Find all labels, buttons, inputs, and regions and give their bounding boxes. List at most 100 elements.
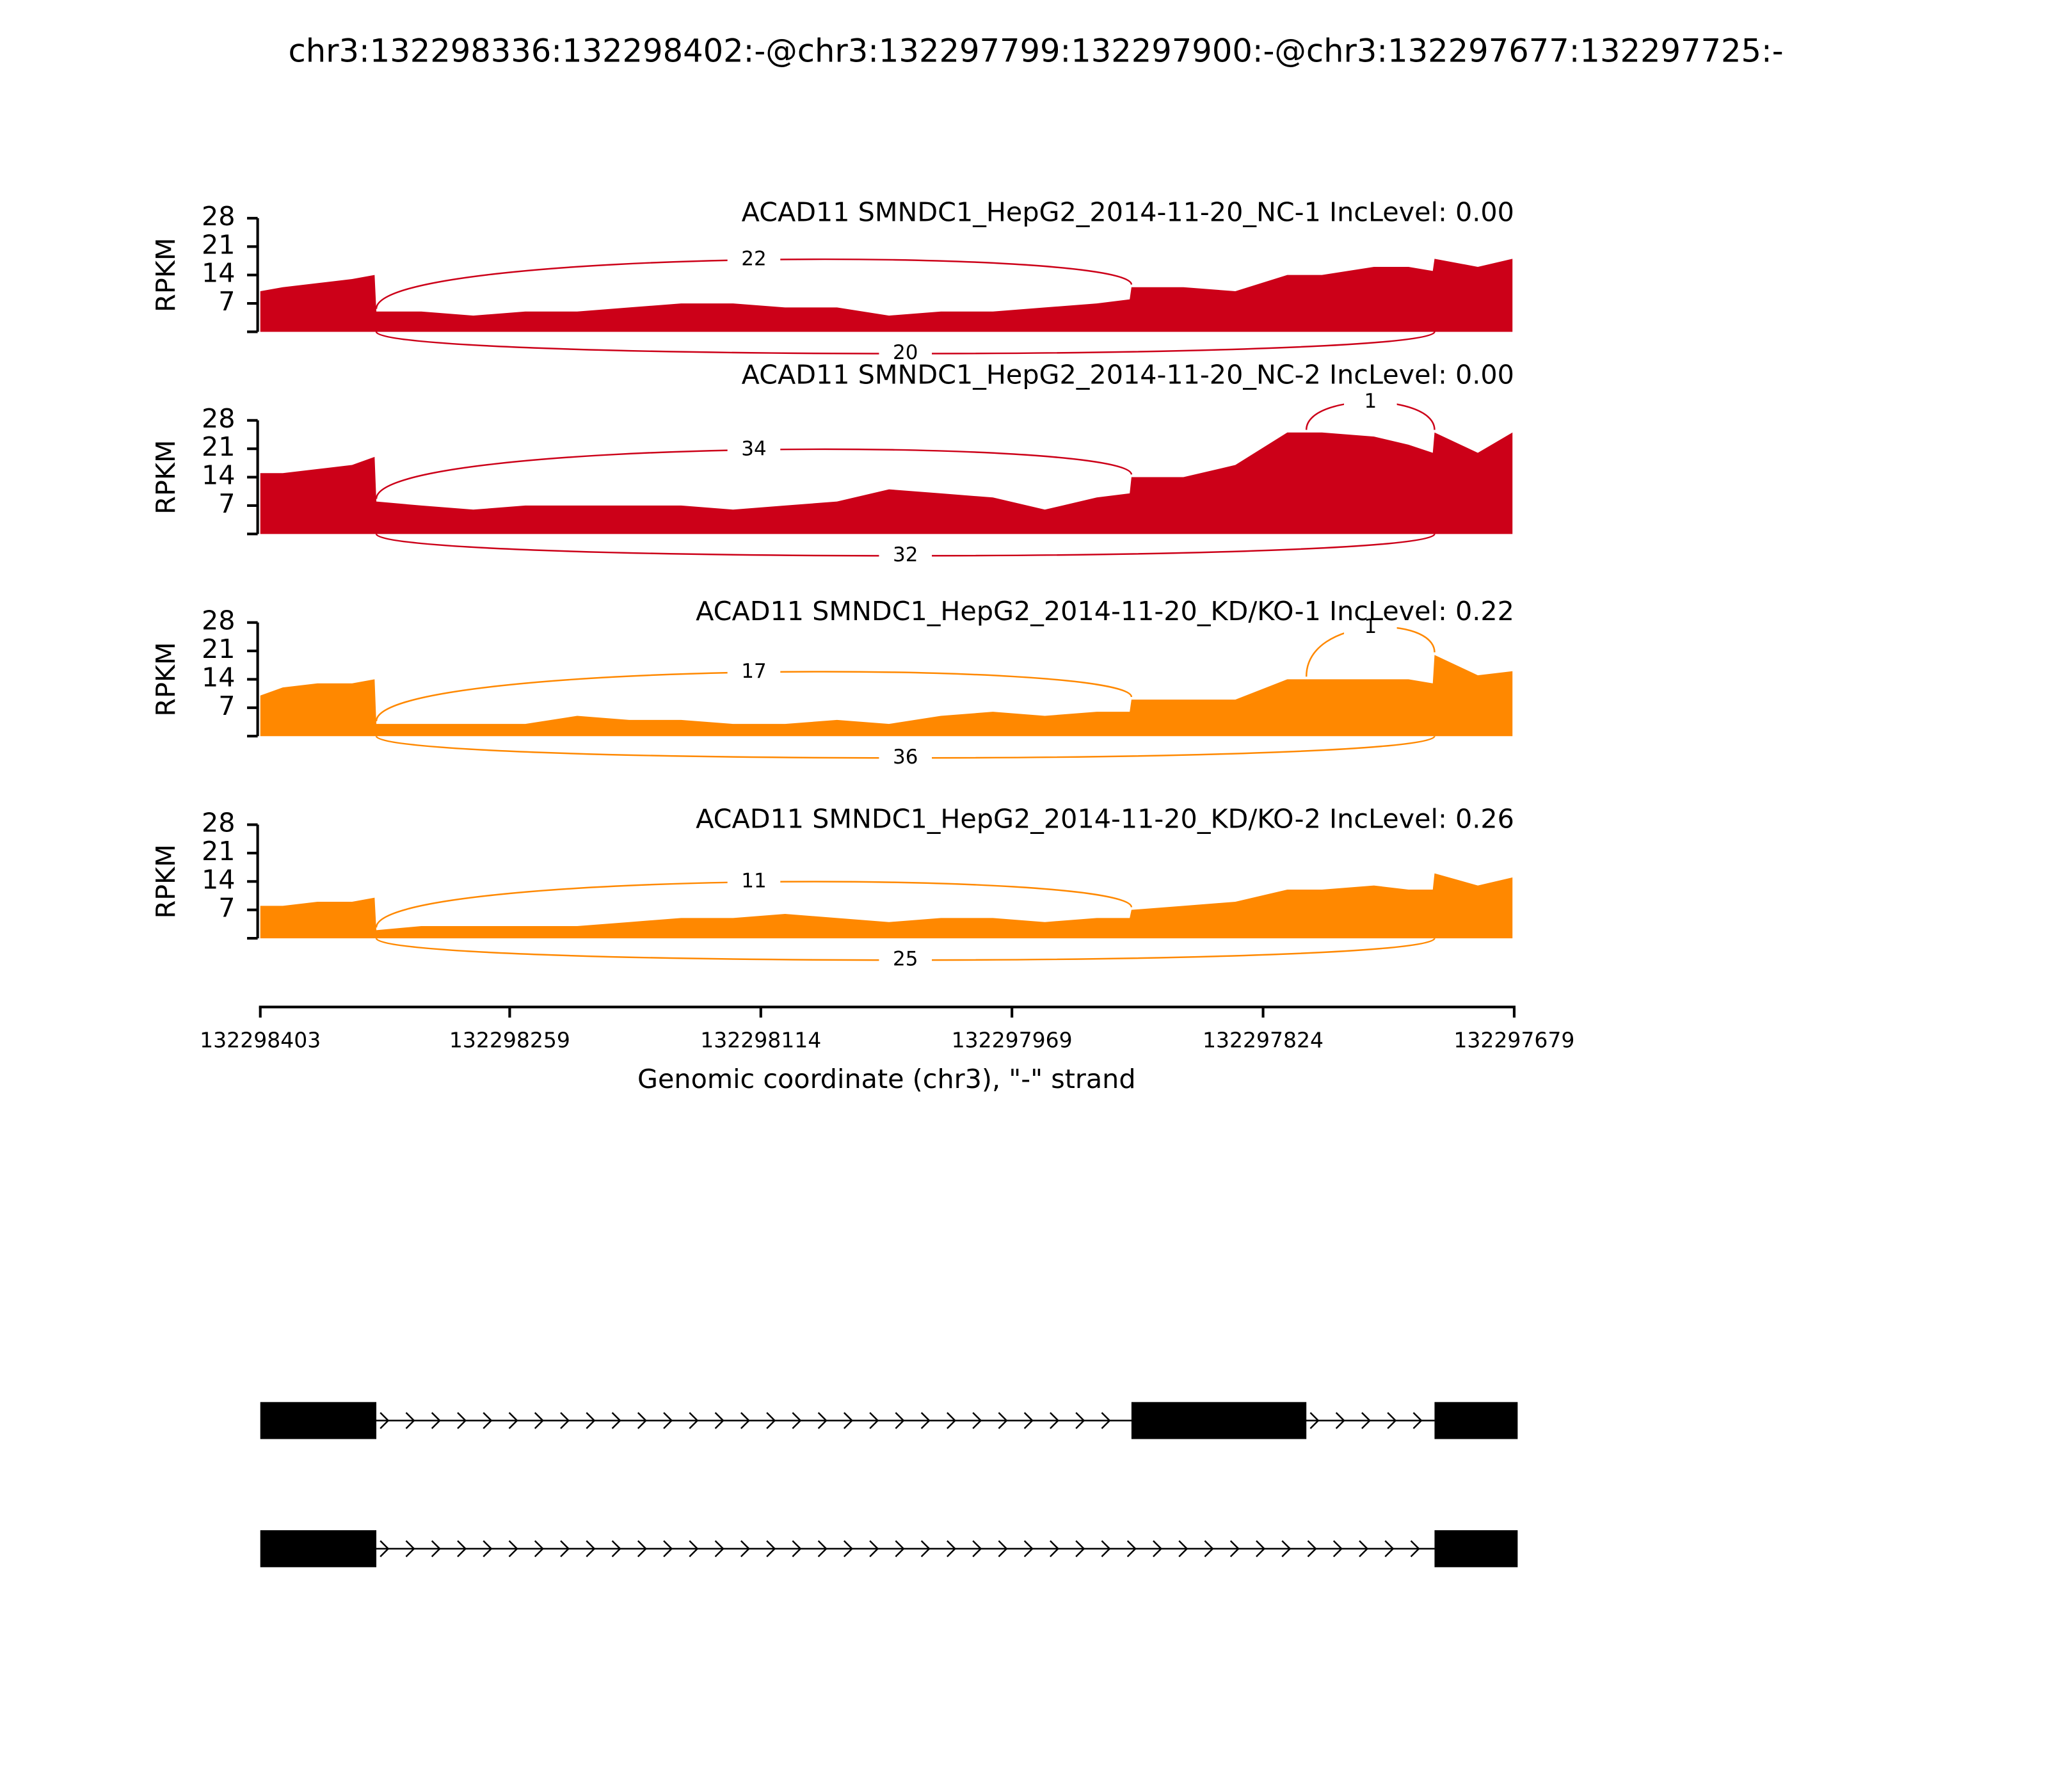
junction-count: 17: [741, 660, 766, 683]
exon: [260, 1402, 377, 1439]
intron-arrow: [1023, 1540, 1034, 1558]
intron-arrow: [637, 1412, 647, 1429]
junction-label-bg: [879, 543, 932, 568]
intron-arrow: [947, 1540, 957, 1558]
intron-arrow: [766, 1412, 776, 1429]
intron-arrow: [740, 1540, 750, 1558]
intron-arrow: [534, 1540, 544, 1558]
intron-arrow: [405, 1412, 415, 1429]
y-axis-label: RPKM: [150, 844, 181, 918]
intron-arrow: [1101, 1412, 1111, 1429]
panel-title: ACAD11 SMNDC1_HepG2_2014-11-20_KD/KO-1 I…: [696, 596, 1514, 627]
intron-arrow: [431, 1540, 441, 1558]
x-axis-label: Genomic coordinate (chr3), "-" strand: [637, 1064, 1135, 1094]
junction-label-bg: [1344, 616, 1397, 640]
intron-arrow: [817, 1412, 828, 1429]
intron-arrow: [457, 1412, 467, 1429]
intron-arrow: [1075, 1412, 1085, 1429]
junction-label-bg: [727, 660, 781, 684]
panel-title: ACAD11 SMNDC1_HepG2_2014-11-20_NC-2 IncL…: [742, 360, 1514, 390]
panel-title: ACAD11 SMNDC1_HepG2_2014-11-20_NC-1 IncL…: [742, 197, 1514, 228]
intron-arrow: [1050, 1412, 1060, 1429]
y-axis-label: RPKM: [150, 642, 181, 716]
junction-count: 11: [741, 870, 766, 893]
junction-label-bg: [879, 341, 932, 366]
intron-arrow: [663, 1540, 673, 1558]
intron-arrow: [1256, 1540, 1266, 1558]
junction-label-bg: [879, 948, 932, 972]
junction-label-bg: [727, 438, 781, 462]
intron-arrow: [431, 1412, 441, 1429]
intron-arrow: [1361, 1412, 1372, 1429]
intron-arrow: [508, 1540, 518, 1558]
intron-arrow: [1307, 1540, 1317, 1558]
coverage-area: [260, 655, 1513, 737]
intron-arrow: [1387, 1412, 1397, 1429]
junction-count: 22: [741, 247, 766, 270]
intron-arrow: [972, 1412, 982, 1429]
intron-arrow: [843, 1540, 853, 1558]
intron-arrow: [483, 1540, 493, 1558]
y-tick-label: 14: [202, 662, 236, 692]
intron-arrow: [586, 1540, 596, 1558]
intron-arrow: [1050, 1540, 1060, 1558]
y-tick-label: 21: [202, 229, 236, 260]
y-tick-label: 7: [218, 691, 235, 721]
intron-arrow: [920, 1412, 931, 1429]
intron-arrow: [1359, 1540, 1369, 1558]
x-tick-label: 132297679: [1453, 1028, 1574, 1053]
intron-arrow: [792, 1540, 802, 1558]
panel-title: ACAD11 SMNDC1_HepG2_2014-11-20_KD/KO-2 I…: [696, 803, 1514, 834]
intron-arrow: [1410, 1540, 1420, 1558]
intron-arrow: [947, 1412, 957, 1429]
intron-arrow: [1309, 1412, 1320, 1429]
intron-arrow: [895, 1540, 905, 1558]
intron-arrow: [508, 1412, 518, 1429]
intron-arrow: [1153, 1540, 1163, 1558]
junction-count: 36: [893, 746, 918, 769]
y-tick-label: 21: [202, 836, 236, 867]
x-tick-label: 132298403: [200, 1028, 321, 1053]
intron-arrow: [483, 1412, 493, 1429]
intron-arrow: [586, 1412, 596, 1429]
y-tick-label: 28: [202, 201, 236, 232]
intron-arrow: [792, 1412, 802, 1429]
junction-count: 1: [1364, 615, 1377, 638]
intron-arrow: [405, 1540, 415, 1558]
exon: [1434, 1402, 1518, 1439]
junction-count: 1: [1364, 390, 1377, 413]
figure-title: chr3:132298336:132298402:-@chr3:13229779…: [289, 32, 1784, 69]
intron-arrow: [895, 1412, 905, 1429]
intron-arrow: [740, 1412, 750, 1429]
intron-arrow: [817, 1540, 828, 1558]
y-tick-label: 21: [202, 634, 236, 664]
intron-arrow: [1335, 1412, 1345, 1429]
junction-count: 25: [893, 948, 918, 971]
x-tick-label: 132297969: [952, 1028, 1073, 1053]
y-tick-label: 7: [218, 286, 235, 317]
intron-arrow: [380, 1412, 390, 1429]
intron-arrow: [560, 1412, 570, 1429]
coverage-area: [260, 259, 1513, 332]
intron-arrow: [1178, 1540, 1188, 1558]
intron-arrow: [637, 1540, 647, 1558]
intron-arrow: [766, 1540, 776, 1558]
intron-arrow: [1204, 1540, 1214, 1558]
y-tick-label: 28: [202, 605, 236, 636]
x-tick-label: 132298259: [449, 1028, 570, 1053]
y-axis-label: RPKM: [150, 238, 181, 312]
y-axis-label: RPKM: [150, 440, 181, 514]
intron-arrow: [714, 1412, 724, 1429]
intron-arrow: [869, 1540, 879, 1558]
intron-arrow: [380, 1540, 390, 1558]
junction-count: 32: [893, 543, 918, 566]
intron-arrow: [998, 1540, 1008, 1558]
intron-arrow: [714, 1540, 724, 1558]
junction-label-bg: [879, 746, 932, 770]
intron-arrow: [1023, 1412, 1034, 1429]
junction-count: 34: [741, 437, 766, 460]
intron-arrow: [689, 1540, 699, 1558]
y-tick-label: 14: [202, 864, 236, 895]
